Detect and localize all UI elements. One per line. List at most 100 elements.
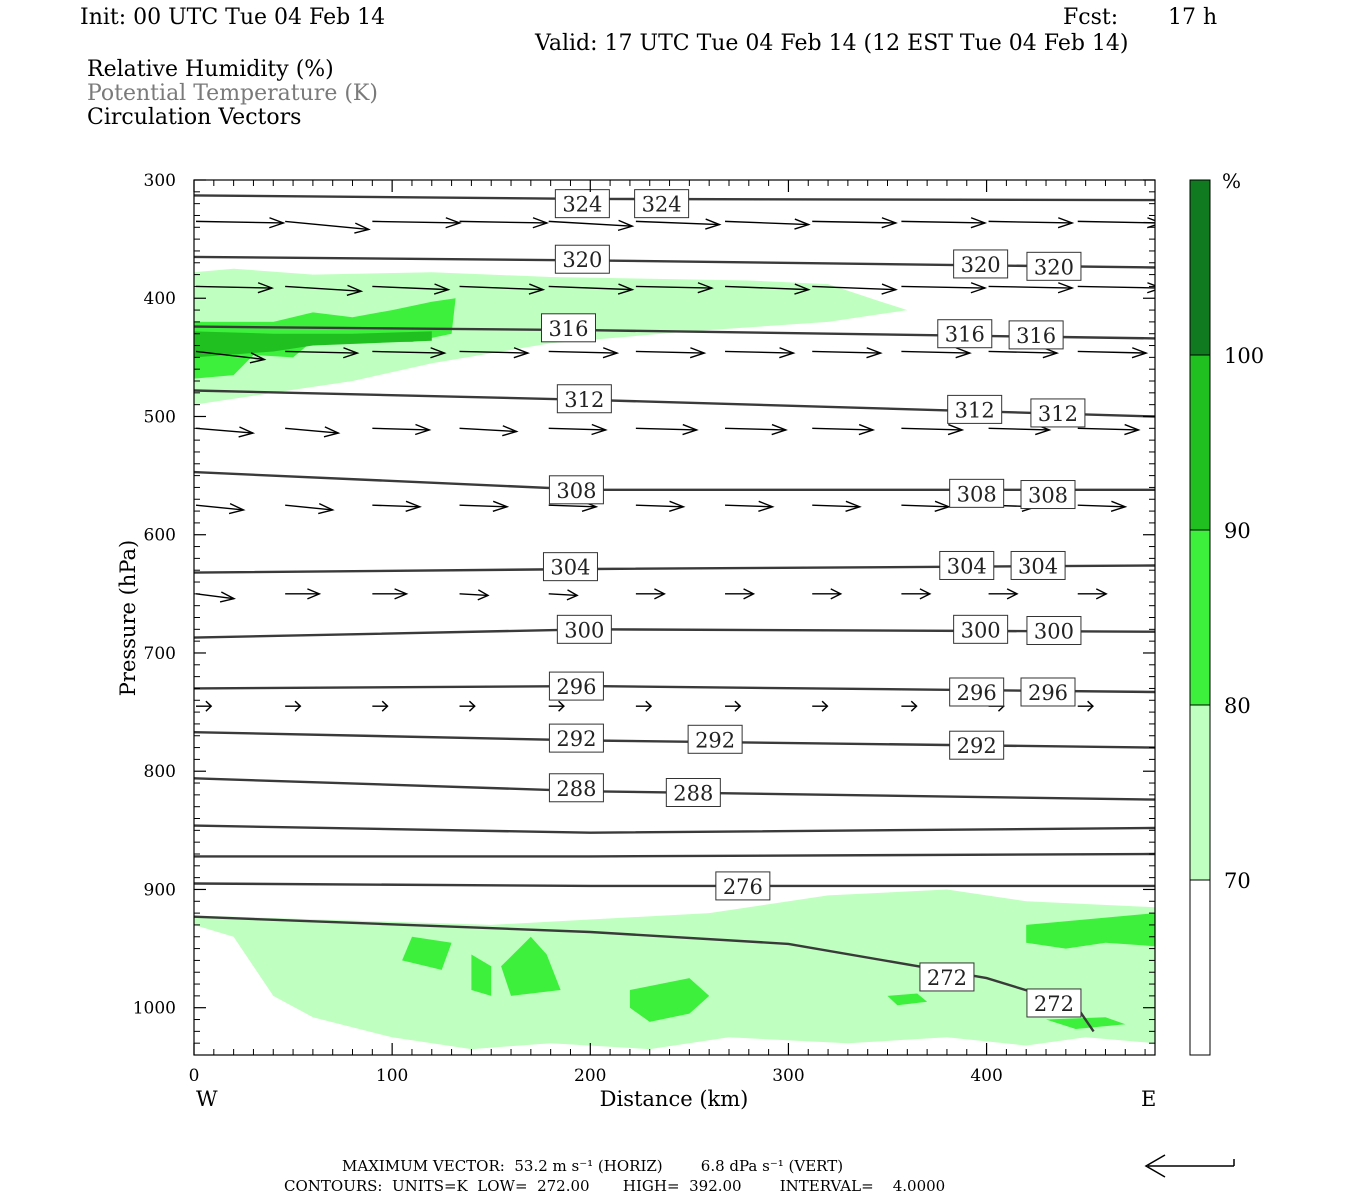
contour-label-324-0: 324 [562,193,602,217]
vector-head [1057,282,1075,294]
vector-head [318,502,335,515]
vector-shaft [635,220,720,226]
x-tick-label: 400 [970,1066,1002,1086]
colorbar-band-4 [1190,880,1210,1055]
vector-head [1006,588,1019,600]
vector-shaft [285,285,362,292]
east-label: E [1141,1087,1156,1111]
vector-head [866,347,883,359]
vector-shaft [548,504,597,508]
contour-label-box-320-1 [953,249,1009,279]
y-axis-label: Pressure (hPa) [116,540,140,696]
contour-label-312-2: 312 [1038,402,1078,426]
theta-contour-296 [194,684,1155,694]
contour-label-276-0: 276 [723,875,763,899]
contour-label-312-1: 312 [955,398,995,422]
reference-vector-arrow-icon [1144,1154,1235,1178]
vector-shaft [195,593,235,600]
rh-region-80-9 [887,993,928,1006]
contour-label-box-288-0 [548,773,604,803]
vector-shaft [725,504,773,508]
vector-shaft [372,427,430,431]
colorbar-label-80: 80 [1224,694,1251,718]
field-vectors: Circulation Vectors [87,105,302,130]
vector-shaft [901,350,970,354]
vector-head [492,500,510,512]
contour-label-box-320-2 [1026,251,1082,281]
contour-label-box-272-0 [919,962,975,992]
vector-head [346,284,364,296]
vector-shaft [635,350,705,354]
colorbar-band-2 [1190,530,1210,705]
colorbar: % 100 90 80 70 [1189,169,1264,1056]
vector-head [414,423,432,436]
contour-label-304-2: 304 [1018,554,1058,578]
contour-label-308-0: 308 [556,479,596,503]
contour-label-320-1: 320 [961,253,1001,277]
field-theta: Potential Temperature (K) [87,81,378,106]
contour-label-272-1: 272 [1034,992,1074,1016]
axes: 300 400 500 600 700 800 900 1000 0 100 200 300 400 [133,171,1155,1086]
contour-label-box-304-2 [1010,550,1066,580]
vector-head [532,217,550,229]
vector-head [705,218,722,230]
vector-head [934,500,951,512]
contour-label-296-1: 296 [957,681,997,705]
vector-shaft [459,504,508,508]
contour-label-box-312-0 [556,384,612,414]
vector-shaft [285,427,339,434]
vector-head [528,283,546,295]
circulation-vectors [195,217,1155,712]
vector-head [502,425,519,437]
vector-head [430,347,447,359]
vector-shaft [635,285,712,289]
contour-label-box-324-0 [554,189,610,219]
vector-head [910,700,918,712]
rh-region-80-4 [402,936,452,970]
vector-head [1110,500,1128,512]
valid-time: Valid: 17 UTC Tue 04 Feb 14 (12 EST Tue … [535,31,1129,56]
vector-head [1057,217,1075,229]
contour-label-box-300-0 [556,614,612,644]
contour-label-box-304-1 [939,550,995,580]
vector-head [919,588,932,600]
vector-head [269,217,286,229]
contour-label-box-320-0 [554,244,610,274]
contour-label-box-276-0 [715,871,771,901]
vector-head [645,700,653,712]
contour-label-box-316-1 [937,319,993,349]
vector-shaft [812,350,881,354]
vector-shaft [988,350,1057,354]
colorbar-label-70: 70 [1224,869,1251,893]
contour-label-box-296-1 [949,677,1005,707]
vector-shaft [635,427,697,431]
vector-shaft [285,220,369,231]
theta-contour-292 [194,731,1155,749]
vector-shaft [988,285,1073,289]
vector-shaft [988,427,1050,431]
vector-head [323,426,341,438]
theta-contour-284 [194,824,1155,834]
vector-shaft [195,427,254,434]
vector-head [669,500,686,512]
vector-shaft [548,350,618,354]
vector-shaft [459,350,528,354]
contour-label-292-2: 292 [957,734,997,758]
vector-head [881,217,898,229]
y-tick-label: 800 [144,762,176,782]
vector-head [654,588,666,600]
vector-shaft [195,285,273,289]
vector-head [881,283,898,295]
vector-head [477,589,490,601]
vector-shaft [1077,504,1126,508]
vector-shaft [901,220,986,224]
vector-shaft [725,285,809,291]
vector-shaft [548,220,633,227]
vector-head [558,700,565,712]
theta-contour-300 [194,628,1155,639]
y-tick-label: 300 [144,171,176,191]
vector-shaft [812,220,896,224]
contour-label-316-0: 316 [548,317,588,341]
contour-label-300-1: 300 [961,618,1001,642]
contour-label-324-1: 324 [642,193,682,217]
